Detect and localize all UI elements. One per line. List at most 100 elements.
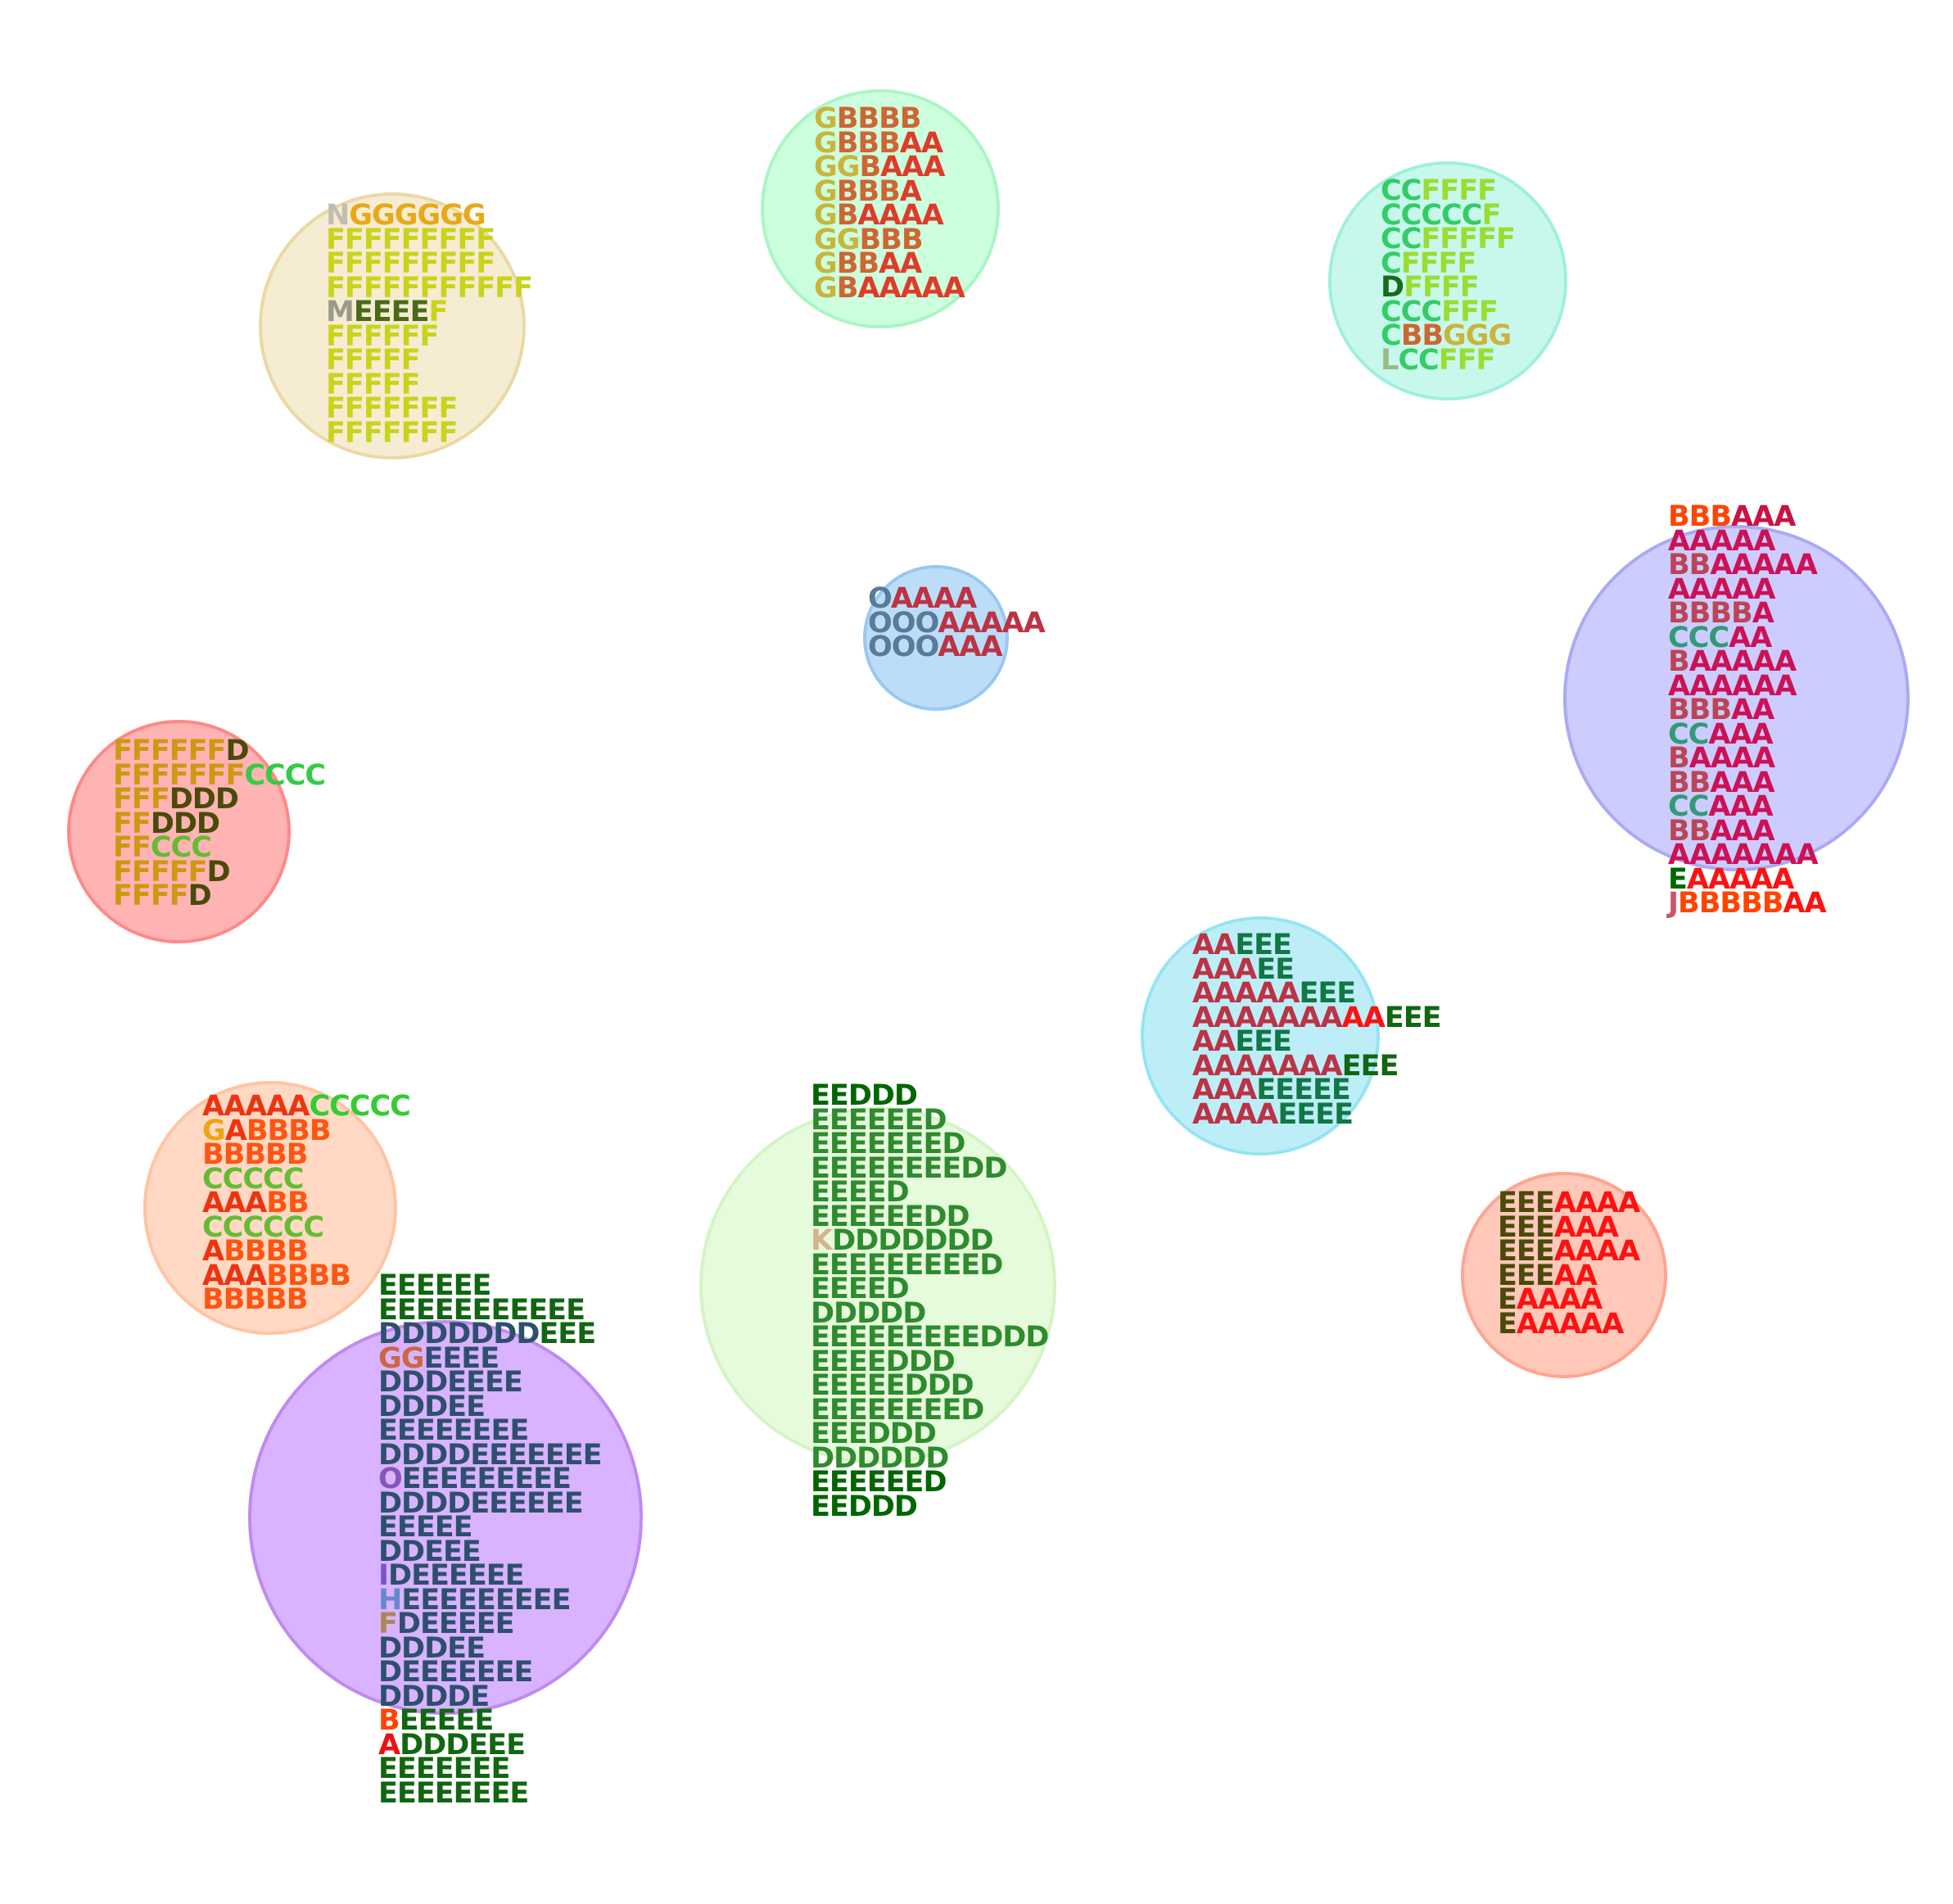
cluster-label-line: EEEEEEEEEEE — [378, 1296, 602, 1324]
label-segment: F — [428, 296, 448, 328]
label-segment: DDD — [885, 1345, 956, 1378]
label-segment: FFF — [113, 783, 170, 816]
label-segment: AA — [1341, 1001, 1386, 1034]
cluster-c6-labels: FFFFFFD FFFFFFFCCCC FFFDDD FFDDD FFCCC FFFFFD… — [113, 737, 326, 912]
cluster-label-line: EEDDD — [811, 1082, 1048, 1110]
label-segment: EEEE — [811, 1345, 887, 1378]
cluster-label-line: CCFFFFF — [1381, 225, 1516, 254]
label-segment: BBBB — [836, 102, 922, 135]
cluster-label-line: DDDDDD — [811, 1444, 1048, 1472]
cluster-label-line: CCFFFF — [1381, 177, 1515, 206]
cluster-c10-labels: EEEEEE EEEEEEEEEEE DDDDDDDEEE GGEEEE DDDEEEE… — [378, 1272, 603, 1808]
label-segment: FF — [113, 831, 151, 864]
label-segment: B — [378, 1704, 400, 1737]
label-segment: A — [899, 174, 922, 208]
cluster-label-line: FFFFFF — [326, 322, 532, 350]
label-segment: BBB — [836, 126, 901, 160]
cluster-label-line: EEEEEEEEDD — [811, 1154, 1048, 1183]
label-segment: EEEEE — [378, 1511, 473, 1544]
label-segment: FFFF — [1421, 174, 1497, 207]
cluster-label-line: BBBBB — [202, 1141, 410, 1169]
label-segment: EEEE — [811, 1273, 887, 1305]
cluster-label-line: BBAAA — [1668, 816, 1826, 845]
label-segment: AAAAAA — [1668, 669, 1797, 703]
cluster-label-line: GBAAAAA — [814, 274, 965, 302]
cluster-c7-labels: AAEEE AAAEE AAAAAEEE AAAAAAAAAEEE AAEEE AAAAA… — [1192, 931, 1442, 1129]
label-segment: FFFFFFF — [326, 416, 458, 450]
label-segment: EEEEEEEE — [378, 1776, 529, 1810]
label-segment: AAA — [1710, 814, 1774, 848]
label-segment: AAAAA — [1516, 1307, 1624, 1341]
label-segment: EEEEEE — [378, 1269, 491, 1302]
label-segment: BB — [1400, 319, 1444, 352]
cluster-label-line: FFFFFFFCCCC — [113, 761, 326, 789]
cluster-label-line: DDEEE — [378, 1537, 602, 1566]
label-segment: FF — [113, 807, 151, 840]
label-segment: G — [814, 199, 838, 232]
label-segment: EEEEEEE — [811, 1128, 943, 1160]
label-segment: AAAAA — [1710, 549, 1817, 581]
cluster-label-line: ABBBB — [202, 1237, 410, 1266]
cluster-c8-labels: AAAAACCCCC GABBBB BBBBB CCCCC AAABB CCCCCC ABB… — [202, 1092, 411, 1314]
label-segment: EEEEE — [1256, 1074, 1351, 1106]
cluster-label-line: AAAAAAAEEE — [1192, 1051, 1441, 1080]
cluster-label-line: CBBGGG — [1381, 322, 1515, 350]
cluster-label-line: BBBBB — [202, 1286, 410, 1314]
cluster-label-line: DDDDDDDEEE — [378, 1320, 602, 1349]
cluster-label-line: BBAAA — [1668, 768, 1826, 797]
label-segment: F — [1481, 198, 1501, 232]
cluster-label-line: FFFFFFD — [113, 737, 325, 766]
label-segment: AAAAA — [1689, 645, 1797, 678]
cluster-label-line: GBBBAA — [814, 129, 965, 157]
label-segment: BBB — [836, 174, 901, 208]
label-segment: AAAAA — [1668, 572, 1775, 606]
label-segment: EEEEEEEEEEE — [378, 1293, 585, 1327]
label-segment: DDD — [150, 807, 220, 840]
cluster-label-line: GGBAAA — [814, 153, 965, 182]
label-segment: L — [1381, 343, 1399, 377]
cluster-label-line: FFDDD — [113, 809, 325, 838]
cluster-label-line: DDDEE — [378, 1392, 602, 1421]
label-segment: DDD — [169, 783, 239, 816]
label-segment: G — [814, 126, 838, 160]
cluster-c3-labels: CCFFFF CCCCCF CCFFFFF CFFFF DFFFF CCCFFF CBBGG… — [1381, 177, 1516, 375]
label-segment: FFFFFFF — [326, 392, 458, 425]
label-segment: EEEEEE — [411, 1559, 524, 1592]
label-segment: AAAA — [1553, 1187, 1640, 1219]
cluster-label-line: KDDDDDDD — [811, 1227, 1048, 1255]
label-segment: AA — [1553, 1259, 1598, 1292]
cluster-label-line: OOOAAA — [868, 633, 1045, 662]
cluster-label-line: OAAAA — [868, 585, 1045, 613]
label-segment: AAAAA — [1686, 862, 1794, 896]
label-segment: CCCCCC — [202, 1210, 324, 1244]
cluster-c5-circle — [1563, 525, 1910, 871]
label-segment: EEEEE — [811, 1369, 906, 1402]
label-segment: AA — [1192, 1025, 1236, 1058]
label-segment: FFFF — [113, 880, 189, 912]
cluster-label-line: FFFFFFFFF — [326, 250, 532, 278]
label-segment: AAA — [1192, 1074, 1257, 1106]
cluster-label-line: FFFFFD — [113, 857, 325, 886]
label-segment: EEEEEEEE — [378, 1414, 529, 1447]
label-segment: DDD — [866, 1418, 937, 1450]
label-segment: K — [811, 1224, 833, 1257]
label-segment: DDDDDDD — [378, 1318, 540, 1350]
label-segment: AAA — [1192, 952, 1257, 986]
label-segment: AAA — [202, 1187, 267, 1219]
label-segment: AAA — [880, 151, 945, 183]
cluster-label-line: EEEAAAA — [1498, 1189, 1640, 1218]
label-segment: BBB — [1668, 694, 1732, 726]
label-segment: GG — [814, 223, 860, 256]
label-segment: C — [1381, 246, 1402, 280]
label-segment: EEEE — [1277, 1097, 1354, 1131]
label-segment: AAAAA — [1192, 977, 1300, 1010]
label-segment: DDDD — [378, 1486, 471, 1520]
label-segment: AAA — [938, 631, 1002, 663]
cluster-label-line: FFFFFFF — [326, 418, 532, 447]
label-segment: E — [470, 1680, 490, 1713]
cluster-label-line: EEEEEEDD — [811, 1202, 1048, 1231]
label-segment: AA — [899, 126, 943, 160]
label-segment: EEEEEE — [811, 1103, 924, 1137]
cluster-label-line: CCCCCF — [1381, 201, 1515, 229]
label-segment: EEEEE — [419, 1608, 515, 1640]
